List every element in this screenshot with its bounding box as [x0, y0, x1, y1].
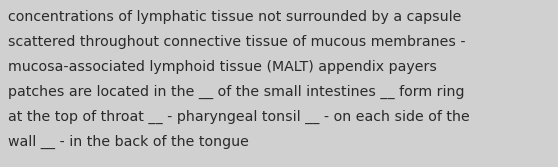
- Text: patches are located in the __ of the small intestines __ form ring: patches are located in the __ of the sma…: [8, 85, 464, 99]
- Text: mucosa-associated lymphoid tissue (MALT) appendix payers: mucosa-associated lymphoid tissue (MALT)…: [8, 60, 437, 74]
- Text: scattered throughout connective tissue of mucous membranes -: scattered throughout connective tissue o…: [8, 35, 465, 49]
- Text: wall __ - in the back of the tongue: wall __ - in the back of the tongue: [8, 135, 249, 149]
- Text: concentrations of lymphatic tissue not surrounded by a capsule: concentrations of lymphatic tissue not s…: [8, 10, 461, 24]
- Text: at the top of throat __ - pharyngeal tonsil __ - on each side of the: at the top of throat __ - pharyngeal ton…: [8, 110, 470, 124]
